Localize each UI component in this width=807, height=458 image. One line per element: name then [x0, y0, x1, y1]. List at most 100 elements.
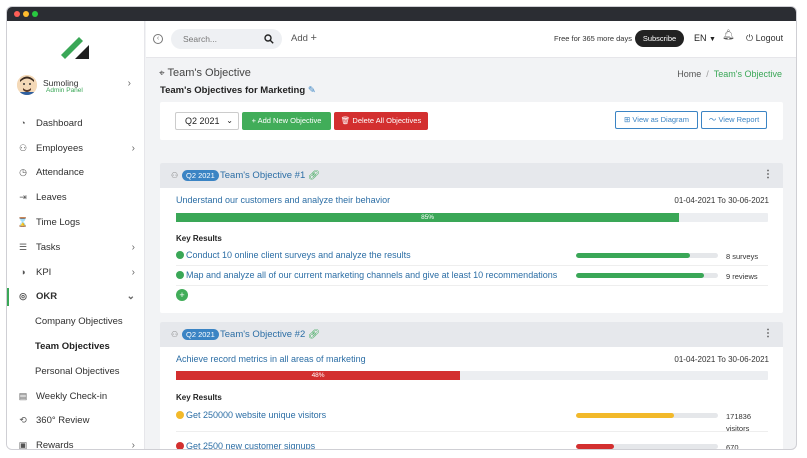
sidebar-subitem-team-objectives[interactable]: Team Objectives: [7, 334, 145, 359]
objective-icon: ⌖: [159, 68, 165, 79]
key-result-text[interactable]: Get 2500 new customer signups: [186, 441, 316, 450]
sidebar-item-dashboard[interactable]: ◔ Dashboard: [7, 111, 145, 136]
key-result-status-dot: [176, 411, 184, 419]
sidebar-item-okr[interactable]: ◎ OKR ⌄: [7, 285, 145, 310]
sidebar-item-employees[interactable]: ⚇ Employees ›: [7, 136, 145, 161]
objective-card-title[interactable]: Team's Objective #2 🔗︎: [220, 329, 320, 340]
sidebar-item-label: Attendance: [36, 167, 85, 179]
key-result-row: Map and analyze all of our current marke…: [176, 266, 768, 286]
more-options-icon[interactable]: ⋮: [763, 169, 773, 180]
sidebar-subitem-label: Personal Objectives: [35, 365, 120, 377]
key-result-value: 670: [726, 443, 739, 450]
user-icon: ⚇: [18, 142, 28, 153]
key-result-progress-fill: [576, 273, 704, 278]
user-role: Admin Panel: [46, 87, 83, 94]
bell-icon[interactable]: 🔔︎: [722, 30, 735, 41]
chevron-right-icon: ›: [131, 440, 135, 450]
chevron-right-icon: ›: [131, 241, 135, 253]
add-button[interactable]: Add +: [291, 32, 317, 44]
quarter-badge: Q2 2021: [182, 170, 219, 181]
key-result-text[interactable]: Conduct 10 online client surveys and ana…: [186, 250, 411, 260]
key-result-status-dot: [176, 251, 184, 259]
view-diagram-label: View as Diagram: [632, 115, 689, 124]
sidebar-item-attendance[interactable]: ◷ Attendance: [7, 161, 145, 186]
key-result-row: Get 250000 website unique visitors 17183…: [176, 406, 768, 433]
quarter-select[interactable]: Q2 2021 ⌄: [175, 112, 239, 130]
review-icon: ⟲: [19, 415, 27, 426]
objective-card-title-text: Team's Objective #2: [220, 329, 306, 340]
gauge-icon: ◔: [20, 118, 26, 129]
user-profile[interactable]: Sumoling Admin Panel ›: [17, 75, 137, 99]
sidebar-item-tasks[interactable]: ☰ Tasks ›: [7, 235, 145, 260]
view-as-diagram-button[interactable]: ⊞ View as Diagram: [615, 111, 698, 129]
logout-label: Logout: [755, 33, 784, 43]
search-icon[interactable]: [264, 34, 274, 44]
language-selector[interactable]: EN ▼: [694, 33, 716, 43]
sidebar-item-rewards[interactable]: ▣ Rewards ›: [7, 433, 145, 450]
sidebar-item-360-review[interactable]: ⟲ 360° Review: [7, 409, 145, 434]
chevron-down-icon: ⌄: [226, 116, 233, 125]
kpi-icon: ◑: [20, 267, 26, 278]
link-icon[interactable]: 🔗︎: [307, 170, 320, 181]
key-result-status-dot: [176, 442, 184, 449]
minimize-window-dot[interactable]: [23, 11, 29, 17]
add-label: Add: [291, 33, 308, 44]
sidebar-item-label: OKR: [36, 291, 58, 303]
key-result-progress-bar: [576, 273, 718, 278]
sidebar-item-kpi[interactable]: ◑ KPI ›: [7, 260, 145, 285]
key-result-text[interactable]: Get 250000 website unique visitors: [186, 410, 327, 420]
sidebar-item-label: Weekly Check-in: [36, 390, 108, 402]
key-result-text[interactable]: Map and analyze all of our current marke…: [186, 270, 558, 280]
top-bar: ‹ Search... Add + Free for 365 more days…: [146, 21, 796, 58]
quarter-value: Q2 2021: [185, 116, 220, 126]
sidebar-item-label: Employees: [36, 142, 83, 154]
objective-text[interactable]: Understand our customers and analyze the…: [176, 195, 391, 205]
chevron-down-icon: ⌄: [126, 291, 135, 303]
delete-all-objectives-button[interactable]: 🗑︎ Delete All Objectives: [334, 112, 428, 130]
link-icon[interactable]: 🔗︎: [307, 329, 320, 340]
subscribe-button[interactable]: Subscribe: [635, 30, 684, 47]
objective-card-title-text: Team's Objective #1: [220, 170, 306, 181]
breadcrumb-home[interactable]: Home: [677, 69, 702, 79]
key-result-value: 171836 visitors: [726, 412, 752, 433]
key-results-title: Key Results: [176, 234, 222, 243]
search-placeholder: Search...: [183, 34, 218, 44]
page-title-text: Team's Objective: [167, 67, 251, 79]
chart-line-icon: 〜: [708, 115, 717, 124]
objective-dates: 01-04-2021 To 30-06-2021: [674, 355, 769, 364]
sidebar-subitem-company-objectives[interactable]: Company Objectives: [7, 309, 145, 334]
sidebar-item-time-logs[interactable]: ⌛ Time Logs: [7, 210, 145, 235]
add-new-objective-button[interactable]: + Add New Objective: [242, 112, 331, 130]
app-logo-icon[interactable]: [57, 33, 93, 63]
quarter-badge: Q2 2021: [182, 329, 219, 340]
objective-progress-fill: 48%: [176, 371, 461, 380]
view-report-button[interactable]: 〜 View Report: [701, 111, 767, 129]
sidebar-item-leaves[interactable]: ⇥ Leaves: [7, 185, 145, 210]
pencil-icon[interactable]: ✎: [307, 85, 316, 96]
logout-button[interactable]: ⏻ Logout: [746, 33, 783, 44]
add-key-result-button[interactable]: +: [176, 289, 188, 301]
sidebar-item-label: Tasks: [36, 241, 61, 253]
trial-status: Free for 365 more days: [554, 34, 632, 43]
back-arrow-icon[interactable]: ‹: [153, 34, 163, 44]
more-options-icon[interactable]: ⋮: [763, 328, 773, 339]
avatar: [17, 75, 37, 95]
objective-card-header: ⚇ Q2 2021 Team's Objective #2 🔗︎ ⋮: [160, 322, 783, 347]
search-input[interactable]: Search...: [171, 29, 282, 49]
caret-down-icon: ▼: [709, 36, 716, 43]
sidebar-subitem-personal-objectives[interactable]: Personal Objectives: [7, 359, 145, 384]
objective-text[interactable]: Achieve record metrics in all areas of m…: [176, 354, 366, 364]
page-subtitle-text: Team's Objectives for Marketing: [160, 85, 306, 96]
sidebar-item-label: Dashboard: [36, 117, 83, 129]
key-result-row: Conduct 10 online client surveys and ana…: [176, 246, 768, 266]
sidebar-item-weekly-check-in[interactable]: ▤ Weekly Check-in: [7, 384, 145, 409]
view-report-label: View Report: [718, 115, 760, 124]
breadcrumb: Home / Team's Objective: [677, 69, 782, 79]
window-titlebar: [7, 7, 796, 21]
key-result-value: 8 surveys: [726, 252, 759, 261]
diagram-icon: ⊞: [624, 115, 631, 124]
sidebar-item-label: KPI: [36, 266, 52, 278]
close-window-dot[interactable]: [14, 11, 20, 17]
objective-card-title[interactable]: Team's Objective #1 🔗︎: [220, 170, 320, 181]
maximize-window-dot[interactable]: [32, 11, 38, 17]
